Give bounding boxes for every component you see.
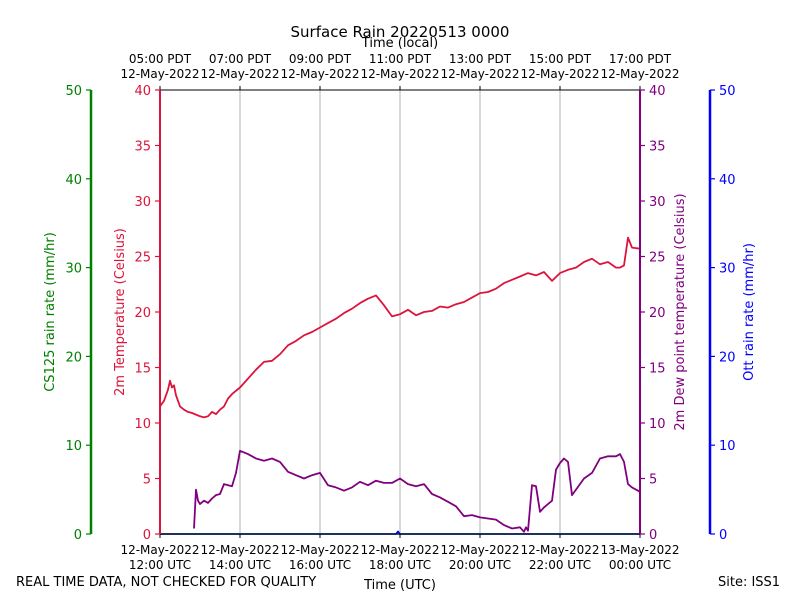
chart-title: Surface Rain 20220513 0000 <box>291 23 510 41</box>
top-tick-time: 13:00 PDT <box>449 52 512 66</box>
ott-axis-tick-label: 0 <box>719 528 727 543</box>
bottom-tick-date: 12-May-2022 <box>280 543 359 557</box>
bottom-tick-time: 16:00 UTC <box>289 558 351 572</box>
top-tick-date: 12-May-2022 <box>360 67 439 81</box>
top-tick-date: 12-May-2022 <box>280 67 359 81</box>
dewpoint-axis-tick-label: 35 <box>649 140 666 155</box>
top-tick-time: 05:00 PDT <box>129 52 192 66</box>
temperature-axis-tick-label: 15 <box>134 362 151 377</box>
cs125-axis-tick-label: 40 <box>65 173 82 188</box>
cs125-axis-tick-label: 10 <box>65 439 82 454</box>
temperature-axis-tick-label: 10 <box>134 417 151 432</box>
grid-lines <box>239 90 561 534</box>
bottom-tick-date: 12-May-2022 <box>440 543 519 557</box>
bottom-tick-date: 12-May-2022 <box>520 543 599 557</box>
bottom-tick-date: 12-May-2022 <box>200 543 279 557</box>
bottom-tick-date: 12-May-2022 <box>120 543 199 557</box>
cs125-axis-tick-label: 20 <box>65 350 82 365</box>
dewpoint-axis-tick-label: 0 <box>649 528 657 543</box>
bottom-tick-time: 18:00 UTC <box>369 558 431 572</box>
dewpoint-axis-tick-label: 20 <box>649 306 666 321</box>
bottom-tick-time: 12:00 UTC <box>129 558 191 572</box>
top-tick-date: 12-May-2022 <box>440 67 519 81</box>
dewpoint-axis-tick-label: 25 <box>649 251 666 266</box>
bottom-tick-time: 20:00 UTC <box>449 558 511 572</box>
temperature-axis-tick-label: 35 <box>134 140 151 155</box>
top-tick-time: 11:00 PDT <box>369 52 432 66</box>
top-tick-time: 15:00 PDT <box>529 52 592 66</box>
cs125-axis-tick-label: 50 <box>65 84 82 99</box>
2m-dew-point-temperature-series-line <box>193 449 641 533</box>
ott-axis-tick-label: 30 <box>719 262 736 277</box>
top-tick-date: 12-May-2022 <box>200 67 279 81</box>
cs125-axis-label: CS125 rain rate (mm/hr) <box>43 232 58 392</box>
top-tick-time: 09:00 PDT <box>289 52 352 66</box>
temperature-axis-tick-label: 20 <box>134 306 151 321</box>
temperature-axis-tick-label: 0 <box>143 528 151 543</box>
ott-axis-tick-label: 50 <box>719 84 736 99</box>
cs125-axis-tick-label: 0 <box>74 528 82 543</box>
dewpoint-axis-tick-label: 15 <box>649 362 666 377</box>
quality-disclaimer: REAL TIME DATA, NOT CHECKED FOR QUALITY <box>16 575 317 590</box>
bottom-tick-time: 14:00 UTC <box>209 558 271 572</box>
temperature-axis-label: 2m Temperature (Celsius) <box>113 228 128 396</box>
bottom-tick-time: 00:00 UTC <box>609 558 671 572</box>
ott-axis-tick-label: 20 <box>719 350 736 365</box>
site-label: Site: ISS1 <box>718 575 781 590</box>
ott-axis-tick-label: 10 <box>719 439 736 454</box>
top-axis-label: Time (local) <box>361 36 438 51</box>
dewpoint-axis-tick-label: 10 <box>649 417 666 432</box>
bottom-axis-label: Time (UTC) <box>363 578 436 593</box>
temperature-axis-tick-label: 40 <box>134 84 151 99</box>
dewpoint-axis-tick-label: 30 <box>649 195 666 210</box>
bottom-tick-date: 12-May-2022 <box>360 543 439 557</box>
top-tick-date: 12-May-2022 <box>600 67 679 81</box>
dewpoint-axis-label: 2m Dew point temperature (Celsius) <box>673 193 688 430</box>
dewpoint-axis-tick-label: 5 <box>649 473 657 488</box>
bottom-tick-date: 13-May-2022 <box>600 543 679 557</box>
temperature-axis-tick-label: 30 <box>134 195 151 210</box>
ott-axis-tick-label: 40 <box>719 173 736 188</box>
ott-axis-label: Ott rain rate (mm/hr) <box>742 243 757 381</box>
top-tick-date: 12-May-2022 <box>120 67 199 81</box>
2m-temperature-series-line <box>159 236 641 419</box>
temperature-axis-tick-label: 5 <box>143 473 151 488</box>
top-tick-time: 07:00 PDT <box>209 52 272 66</box>
bottom-tick-time: 22:00 UTC <box>529 558 591 572</box>
cs125-axis-tick-label: 30 <box>65 262 82 277</box>
top-tick-date: 12-May-2022 <box>520 67 599 81</box>
top-tick-time: 17:00 PDT <box>609 52 672 66</box>
temperature-axis-tick-label: 25 <box>134 251 151 266</box>
dewpoint-axis-tick-label: 40 <box>649 84 666 99</box>
